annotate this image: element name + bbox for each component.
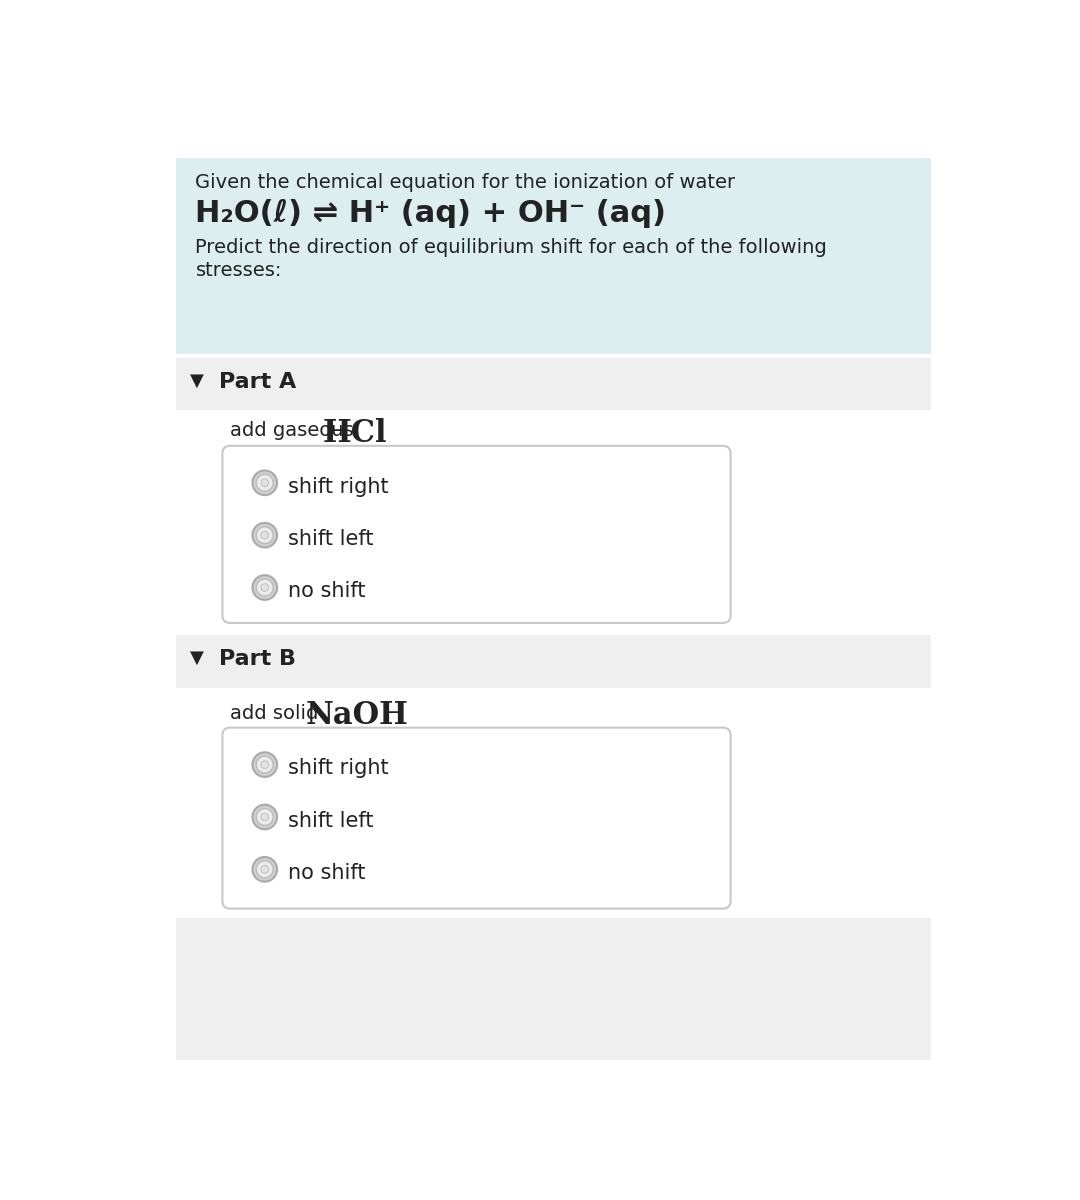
Circle shape [261,479,269,487]
Bar [176,358,931,410]
Circle shape [253,470,278,496]
Text: shift right: shift right [288,758,389,779]
Text: no shift: no shift [288,863,365,883]
Text: stresses:: stresses: [195,262,282,280]
Circle shape [256,580,273,596]
FancyBboxPatch shape [222,727,730,908]
Text: Part B: Part B [218,649,296,670]
Text: ▼: ▼ [190,372,204,390]
Bar [176,158,931,354]
Text: Given the chemical equation for the ionization of water: Given the chemical equation for the ioni… [195,173,735,192]
Text: shift left: shift left [288,529,374,550]
FancyBboxPatch shape [222,446,730,623]
Text: shift right: shift right [288,476,389,497]
Text: Predict the direction of equilibrium shift for each of the following: Predict the direction of equilibrium shi… [195,238,827,257]
Circle shape [256,474,273,491]
Circle shape [261,583,269,592]
Text: ▼: ▼ [190,649,204,667]
Circle shape [253,805,278,829]
Text: HCl: HCl [323,418,387,449]
Circle shape [261,865,269,874]
Circle shape [261,814,269,821]
Text: shift left: shift left [288,811,374,830]
Circle shape [261,532,269,539]
Circle shape [253,523,278,547]
Text: Part A: Part A [218,372,296,392]
Circle shape [256,527,273,544]
Text: add solid: add solid [230,703,325,722]
Text: NaOH: NaOH [306,700,408,731]
Circle shape [256,860,273,878]
Circle shape [256,809,273,826]
Text: add gaseous: add gaseous [230,421,360,440]
Text: no shift: no shift [288,581,365,601]
Bar [176,635,931,688]
Circle shape [253,752,278,776]
Circle shape [256,756,273,773]
Circle shape [253,857,278,882]
Circle shape [253,575,278,600]
Bar [176,918,931,1061]
Circle shape [261,761,269,768]
Text: H₂O(ℓ) ⇌ H⁺ (aq) + OH⁻ (aq): H₂O(ℓ) ⇌ H⁺ (aq) + OH⁻ (aq) [195,199,666,228]
